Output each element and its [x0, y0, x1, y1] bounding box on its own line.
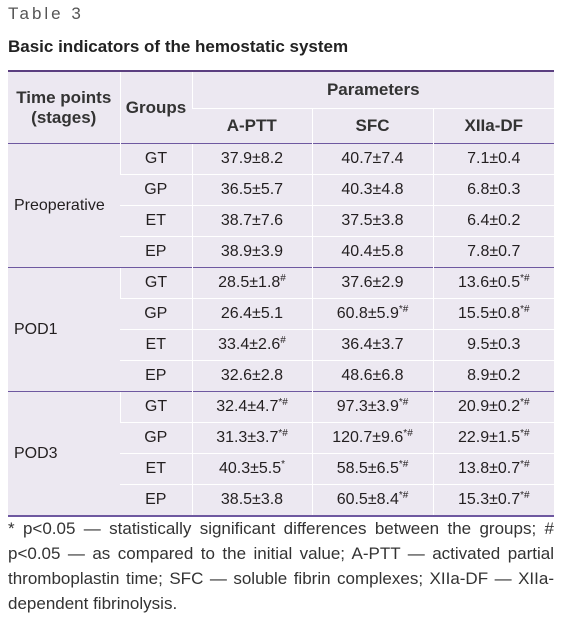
value-cell: 37.6±2.9 — [311, 267, 433, 299]
table-row: EP 38.9±3.9 40.4±5.8 7.8±0.7 — [8, 236, 555, 268]
value-cell: 7.1±0.4 — [432, 143, 555, 175]
group-cell: GP — [120, 298, 192, 330]
value-cell: 40.7±7.4 — [311, 143, 433, 175]
value-cell: 31.3±3.7*# — [191, 422, 312, 454]
value-cell: 13.6±0.5*# — [432, 267, 555, 299]
value-cell: 6.8±0.3 — [432, 174, 555, 206]
value-cell: 20.9±0.2*# — [432, 391, 555, 423]
value-cell: 60.5±8.4*# — [311, 484, 433, 517]
table-title: Basic indicators of the hemostatic syste… — [8, 37, 349, 56]
group-cell: EP — [120, 360, 192, 392]
table-row: ET 40.3±5.5* 58.5±6.5*# 13.8±0.7*# — [8, 453, 555, 485]
stage-cell: Preoperative — [8, 143, 120, 268]
column-header: SFC — [311, 108, 433, 144]
value-cell: 97.3±3.9*# — [311, 391, 433, 423]
group-cell: GT — [119, 267, 192, 299]
value-cell: 15.3±0.7*# — [432, 484, 555, 517]
value-cell: 40.4±5.8 — [311, 236, 433, 268]
value-cell: 58.5±6.5*# — [311, 453, 433, 485]
group-cell: ET — [120, 329, 192, 361]
table-row: ET 38.7±7.6 37.5±3.8 6.4±0.2 — [8, 205, 555, 237]
value-cell: 6.4±0.2 — [432, 205, 555, 237]
table-header: Time points (stages) Groups Parameters A… — [8, 70, 555, 144]
value-cell: 48.6±6.8 — [311, 360, 433, 392]
column-header: A-PTT — [192, 108, 312, 144]
data-table: Time points (stages) Groups Parameters A… — [8, 70, 555, 517]
table-row: Preoperative GT 37.9±8.2 40.7±7.4 7.1±0.4 — [8, 143, 555, 268]
header-row: A-PTT SFC XIIa-DF — [8, 108, 555, 144]
value-cell: 40.3±5.5* — [191, 453, 312, 485]
time-points-header: Time points (stages) — [8, 70, 120, 144]
value-cell: 15.5±0.8*# — [432, 298, 555, 330]
stage-cell: POD1 — [8, 267, 120, 392]
parameters-header: Parameters — [191, 70, 555, 109]
group-cell: GT — [119, 143, 192, 175]
group-cell: ET — [120, 453, 192, 485]
value-cell: 38.7±7.6 — [191, 205, 312, 237]
value-cell: 40.3±4.8 — [311, 174, 433, 206]
value-cell: 9.5±0.3 — [432, 329, 555, 361]
value-cell: 32.4±4.7*# — [191, 391, 312, 423]
stage-cell: POD3 — [8, 391, 120, 517]
group-cell: GP — [120, 174, 192, 206]
value-cell: 120.7±9.6*# — [311, 422, 433, 454]
table-row: EP 32.6±2.8 48.6±6.8 8.9±0.2 — [8, 360, 555, 392]
value-cell: 26.4±5.1 — [191, 298, 312, 330]
value-cell: 38.9±3.9 — [191, 236, 312, 268]
value-cell: 37.5±3.8 — [311, 205, 433, 237]
table-row: ET 33.4±2.6# 36.4±3.7 9.5±0.3 — [8, 329, 555, 361]
group-cell: GP — [120, 422, 192, 454]
table-row: GP 26.4±5.1 60.8±5.9*# 15.5±0.8*# — [8, 298, 555, 330]
group-cell: EP — [120, 236, 192, 268]
value-cell: 38.5±3.8 — [191, 484, 312, 517]
group-cell: ET — [120, 205, 192, 237]
value-cell: 22.9±1.5*# — [432, 422, 555, 454]
value-cell: 60.8±5.9*# — [311, 298, 433, 330]
groups-header: Groups — [119, 70, 192, 144]
table-row: GP 31.3±3.7*# 120.7±9.6*# 22.9±1.5*# — [8, 422, 555, 454]
table-label: Table 3 — [8, 4, 84, 23]
table-body: Preoperative GT 37.9±8.2 40.7±7.4 7.1±0.4 GP 3… — [8, 143, 555, 517]
value-cell: 32.6±2.8 — [191, 360, 312, 392]
table-row: GP 36.5±5.7 40.3±4.8 6.8±0.3 — [8, 174, 555, 206]
value-cell: 37.9±8.2 — [191, 143, 312, 175]
value-cell: 13.8±0.7*# — [432, 453, 555, 485]
group-cell: GT — [119, 391, 192, 423]
value-cell: 36.5±5.7 — [191, 174, 312, 206]
footnote: * p<0.05 — statistically significant dif… — [8, 519, 554, 613]
value-cell: 28.5±1.8# — [191, 267, 312, 299]
value-cell: 33.4±2.6# — [191, 329, 312, 361]
group-cell: EP — [120, 484, 192, 517]
table-row: EP 38.5±3.8 60.5±8.4*# 15.3±0.7*# — [8, 484, 555, 517]
header-row: Time points (stages) Groups Parameters — [8, 70, 555, 144]
value-cell: 36.4±3.7 — [311, 329, 433, 361]
table-row: POD3 GT 32.4±4.7*# 97.3±3.9*# 20.9±0.2*# — [8, 391, 555, 517]
value-cell: 7.8±0.7 — [432, 236, 555, 268]
value-cell: 8.9±0.2 — [432, 360, 555, 392]
column-header: XIIa-DF — [432, 108, 555, 144]
table-row: POD1 GT 28.5±1.8# 37.6±2.9 13.6±0.5*# — [8, 267, 555, 392]
